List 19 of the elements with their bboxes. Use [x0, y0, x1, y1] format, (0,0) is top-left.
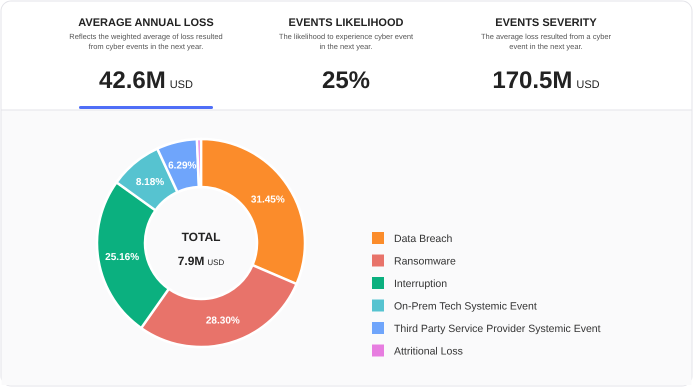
text: 42.6M USD	[99, 67, 194, 94]
text: EVENTS LIKELIHOOD	[288, 17, 404, 29]
data-label: 8.18%	[136, 176, 164, 188]
legend-label: Data Breach	[394, 233, 453, 245]
text: AVERAGE ANNUAL LOSS	[78, 17, 214, 29]
legend-label: Ransomware	[394, 256, 456, 268]
legend-label: Interruption	[394, 278, 448, 290]
data-label: 25.16%	[105, 252, 140, 263]
text: 170.5M USD	[492, 67, 600, 94]
legend-label: Attritional Loss	[394, 346, 463, 358]
text: 7.9M USD	[178, 254, 225, 268]
data-label: 6.29%	[168, 160, 197, 172]
legend-label: Third Party Service Provider Systemic Event	[394, 323, 601, 335]
text: EVENTS SEVERITY	[495, 17, 598, 29]
text: TOTAL	[182, 230, 220, 244]
text: 25%	[322, 67, 370, 94]
data-label: 28.30%	[206, 315, 240, 326]
data-label: 31.45%	[250, 194, 285, 206]
legend-label: On-Prem Tech Systemic Event	[394, 300, 537, 312]
